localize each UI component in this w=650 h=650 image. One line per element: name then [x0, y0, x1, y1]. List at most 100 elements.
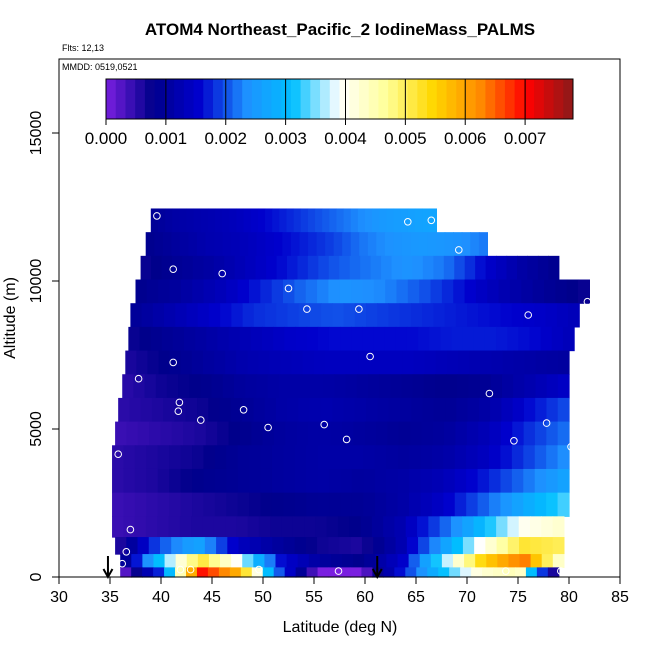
- heatmap-cell: [347, 350, 359, 375]
- colorbar-segment: [222, 79, 233, 119]
- heatmap-cell: [251, 421, 264, 446]
- heatmap-cell: [188, 232, 198, 257]
- heatmap-cell: [360, 516, 373, 538]
- heatmap-cell: [369, 350, 382, 375]
- heatmap-cell: [523, 445, 536, 470]
- heatmap-cell: [265, 208, 273, 233]
- heatmap-cell: [123, 468, 136, 494]
- colorbar-tick-label: 0.007: [504, 129, 547, 148]
- sample-point: [542, 419, 551, 427]
- heatmap-cell: [362, 279, 375, 304]
- heatmap-cell: [289, 374, 302, 399]
- heatmap-cell: [458, 350, 470, 375]
- heatmap-cell: [390, 374, 403, 399]
- heatmap-cell: [179, 232, 190, 257]
- heatmap-cell: [217, 326, 230, 352]
- colorbar-segment: [144, 79, 156, 119]
- heatmap-cell: [433, 255, 445, 281]
- heatmap-cell: [306, 468, 319, 494]
- heatmap-cell: [350, 537, 363, 555]
- heatmap-cell: [284, 567, 297, 578]
- heatmap-cell: [511, 468, 524, 494]
- heatmap-cell: [541, 516, 554, 538]
- heatmap-cell: [126, 421, 139, 446]
- sample-point: [510, 437, 518, 445]
- colorbar-segment: [427, 79, 438, 119]
- heatmap-cell: [309, 397, 322, 423]
- heatmap-cell: [525, 567, 538, 578]
- heatmap-cell: [328, 567, 341, 578]
- x-tick-label: 80: [560, 589, 578, 606]
- heatmap-cell: [485, 537, 498, 555]
- sample-point: [197, 416, 205, 424]
- heatmap-cell: [386, 468, 399, 494]
- heatmap-cell: [322, 208, 330, 233]
- sample-point: [169, 358, 177, 367]
- heatmap-cell: [446, 350, 459, 375]
- colorbar-segment: [310, 79, 321, 119]
- heatmap-cell: [490, 397, 502, 423]
- heatmap-cell: [409, 445, 422, 470]
- heatmap-cell: [239, 326, 252, 352]
- heatmap-cell: [388, 303, 401, 328]
- heatmap-cell: [213, 255, 225, 281]
- sample-point: [134, 374, 143, 383]
- heatmap-cell: [255, 255, 267, 281]
- heatmap-cell: [186, 303, 199, 328]
- heatmap-cell: [248, 232, 258, 257]
- heatmap-cell: [397, 492, 410, 517]
- heatmap-cell: [381, 255, 393, 281]
- colorbar-segment: [300, 79, 311, 119]
- heatmap-cell: [361, 537, 374, 555]
- heatmap-cell: [478, 397, 491, 423]
- heatmap-cell: [256, 232, 266, 257]
- heatmap-cell: [164, 554, 177, 568]
- heatmap-cell: [295, 326, 308, 352]
- heatmap-cell: [253, 303, 266, 328]
- sample-point: [218, 269, 226, 278]
- heatmap-cell: [374, 445, 387, 470]
- sample-point: [122, 548, 131, 556]
- heatmap-cell: [186, 208, 195, 233]
- colorbar-segment: [164, 79, 175, 119]
- colorbar-segment: [154, 79, 165, 119]
- heatmap-cell: [164, 303, 176, 328]
- heatmap-cell: [511, 303, 524, 328]
- x-tick-label: 55: [305, 589, 323, 606]
- heatmap-cell: [351, 279, 364, 304]
- heatmap-cell: [489, 492, 502, 517]
- heatmap-cell: [509, 279, 522, 304]
- heatmap-cell: [399, 303, 412, 328]
- heatmap-cell: [271, 468, 284, 494]
- heatmap-cell: [419, 279, 432, 304]
- colorbar-segment: [485, 79, 496, 119]
- colorbar-segment: [397, 79, 409, 119]
- heatmap-cell: [283, 492, 296, 517]
- heatmap-cell: [489, 421, 502, 446]
- heatmap-cell: [220, 303, 232, 328]
- colorbar-segment: [436, 79, 448, 119]
- heatmap-cell: [438, 567, 450, 578]
- heatmap-cell: [184, 326, 196, 352]
- heatmap-cell: [265, 232, 275, 257]
- heatmap-cell: [541, 554, 554, 568]
- heatmap-cell: [260, 468, 273, 494]
- heatmap-cell: [253, 397, 266, 423]
- heatmap-cell: [242, 303, 255, 328]
- heatmap-cell: [523, 492, 536, 517]
- sample-points: [114, 212, 592, 575]
- sample-point: [114, 450, 122, 459]
- heatmap-cell: [237, 279, 250, 304]
- colorbar-segment: [106, 79, 117, 119]
- heatmap-cell: [317, 567, 330, 578]
- heatmap-cell: [237, 445, 250, 470]
- heatmap-cell: [429, 208, 437, 233]
- heatmap-cell: [530, 516, 542, 538]
- heatmap-cell: [393, 232, 403, 257]
- heatmap-cell: [498, 279, 511, 304]
- colorbar-segment: [271, 79, 282, 119]
- heatmap-cell: [275, 397, 288, 423]
- heatmap-cell: [180, 279, 193, 304]
- heatmap-cell: [557, 421, 570, 446]
- heatmap-cell: [422, 208, 430, 233]
